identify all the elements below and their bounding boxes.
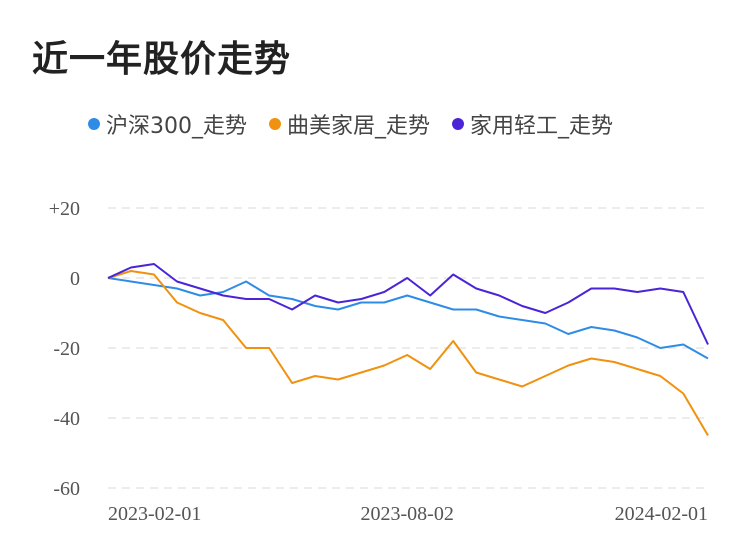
series-line-2 <box>107 263 709 345</box>
chart-title: 近一年股价走势 <box>32 39 292 80</box>
y-tick-label: +20 <box>49 198 80 220</box>
y-tick-label: -40 <box>53 408 80 430</box>
legend-label-household: 家用轻工_走势 <box>470 114 614 139</box>
x-tick-label: 2023-08-02 <box>361 503 454 525</box>
axis-labels: +20 0 -20 -40 -60 2023-02-01 2023-08-02 2024-02… <box>49 198 708 525</box>
legend-swatch-hs300 <box>88 118 100 130</box>
x-tick-label: 2024-02-01 <box>615 503 708 525</box>
legend-label-hs300: 沪深300_走势 <box>106 114 247 139</box>
y-tick-label: -20 <box>53 338 80 360</box>
legend-label-qumei: 曲美家居_走势 <box>287 114 431 139</box>
legend-swatch-household <box>452 118 465 130</box>
legend-swatch-qumei <box>269 118 281 130</box>
legend-item-qumei[interactable]: 曲美家居_走势 <box>269 108 430 140</box>
grid <box>108 207 708 489</box>
legend-item-household[interactable]: 家用轻工_走势 <box>452 108 613 140</box>
y-tick-label: 0 <box>70 268 80 290</box>
series-lines <box>107 263 709 437</box>
legend-item-hs300[interactable]: 沪深300_走势 <box>88 108 247 140</box>
x-tick-label: 2023-02-01 <box>108 503 201 525</box>
y-tick-label: -60 <box>53 478 80 500</box>
series-line-0 <box>107 277 709 360</box>
series-line-1 <box>107 270 709 437</box>
legend: 沪深300_走势 曲美家居_走势 家用轻工_走势 <box>88 108 613 140</box>
